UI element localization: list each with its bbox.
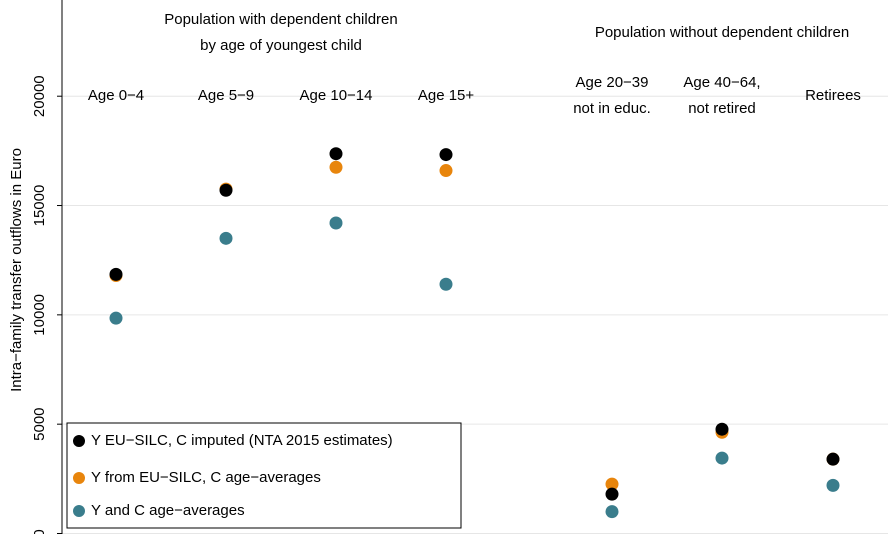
dot [439, 148, 453, 162]
y-tick-label: 5000 [31, 407, 48, 440]
dot [826, 478, 840, 492]
legend-label: Y EU−SILC, C imputed (NTA 2015 estimates… [91, 432, 393, 449]
dot [715, 422, 729, 436]
category-label: Age 15+ [418, 87, 475, 104]
y-tick-label: 20000 [31, 75, 48, 117]
y-tick-label: 0 [31, 529, 48, 534]
legend-label: Y and C age−averages [91, 502, 245, 519]
dot [329, 216, 343, 230]
dot [109, 311, 123, 325]
category-label: Age 40−64, not retired [683, 74, 760, 117]
legend-marker [73, 435, 85, 447]
dot [715, 451, 729, 465]
dot [329, 160, 343, 174]
category-label: Age 10−14 [300, 87, 373, 104]
dot [439, 164, 453, 178]
y-axis-label: Intra−family transfer outflows in Euro [8, 148, 25, 392]
legend-marker [73, 505, 85, 517]
dot [605, 477, 619, 491]
text-line: not retired [688, 100, 756, 117]
y-tick-label: 10000 [31, 294, 48, 336]
category-label: Age 0−4 [88, 87, 144, 104]
text-line: Population with dependent children [164, 11, 398, 28]
legend-marker [73, 472, 85, 484]
category-label: Retirees [805, 87, 861, 104]
text-line: Age 40−64, [683, 74, 760, 91]
dot [329, 147, 343, 161]
annotation: Population without dependent children [595, 24, 849, 41]
dot [605, 487, 619, 501]
text-line: by age of youngest child [200, 37, 362, 54]
legend-label: Y from EU−SILC, C age−averages [91, 469, 321, 486]
dot [219, 231, 233, 245]
dot [219, 183, 233, 197]
dot [826, 452, 840, 466]
text-line: Age 20−39 [576, 74, 649, 91]
dot [439, 277, 453, 291]
legend-box [66, 422, 462, 529]
category-label: Age 5−9 [198, 87, 254, 104]
y-tick-label: 15000 [31, 185, 48, 227]
dot [109, 267, 123, 281]
category-label: Age 20−39 not in educ. [573, 74, 651, 117]
dot [605, 505, 619, 519]
text-line: not in educ. [573, 100, 651, 117]
annotation: Population with dependent children by age… [164, 11, 398, 54]
